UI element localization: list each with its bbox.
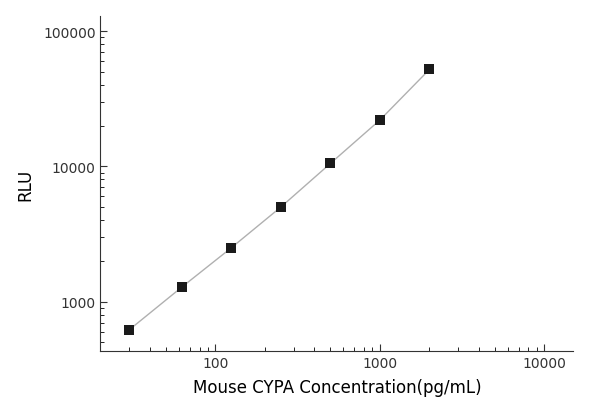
Point — [326, 161, 335, 167]
Point — [177, 284, 186, 291]
Y-axis label: RLU: RLU — [17, 168, 35, 200]
Point — [227, 245, 236, 252]
Point — [375, 117, 385, 124]
Point — [276, 204, 286, 211]
Point — [124, 327, 134, 333]
X-axis label: Mouse CYPA Concentration(pg/mL): Mouse CYPA Concentration(pg/mL) — [192, 378, 481, 396]
Point — [425, 67, 434, 74]
